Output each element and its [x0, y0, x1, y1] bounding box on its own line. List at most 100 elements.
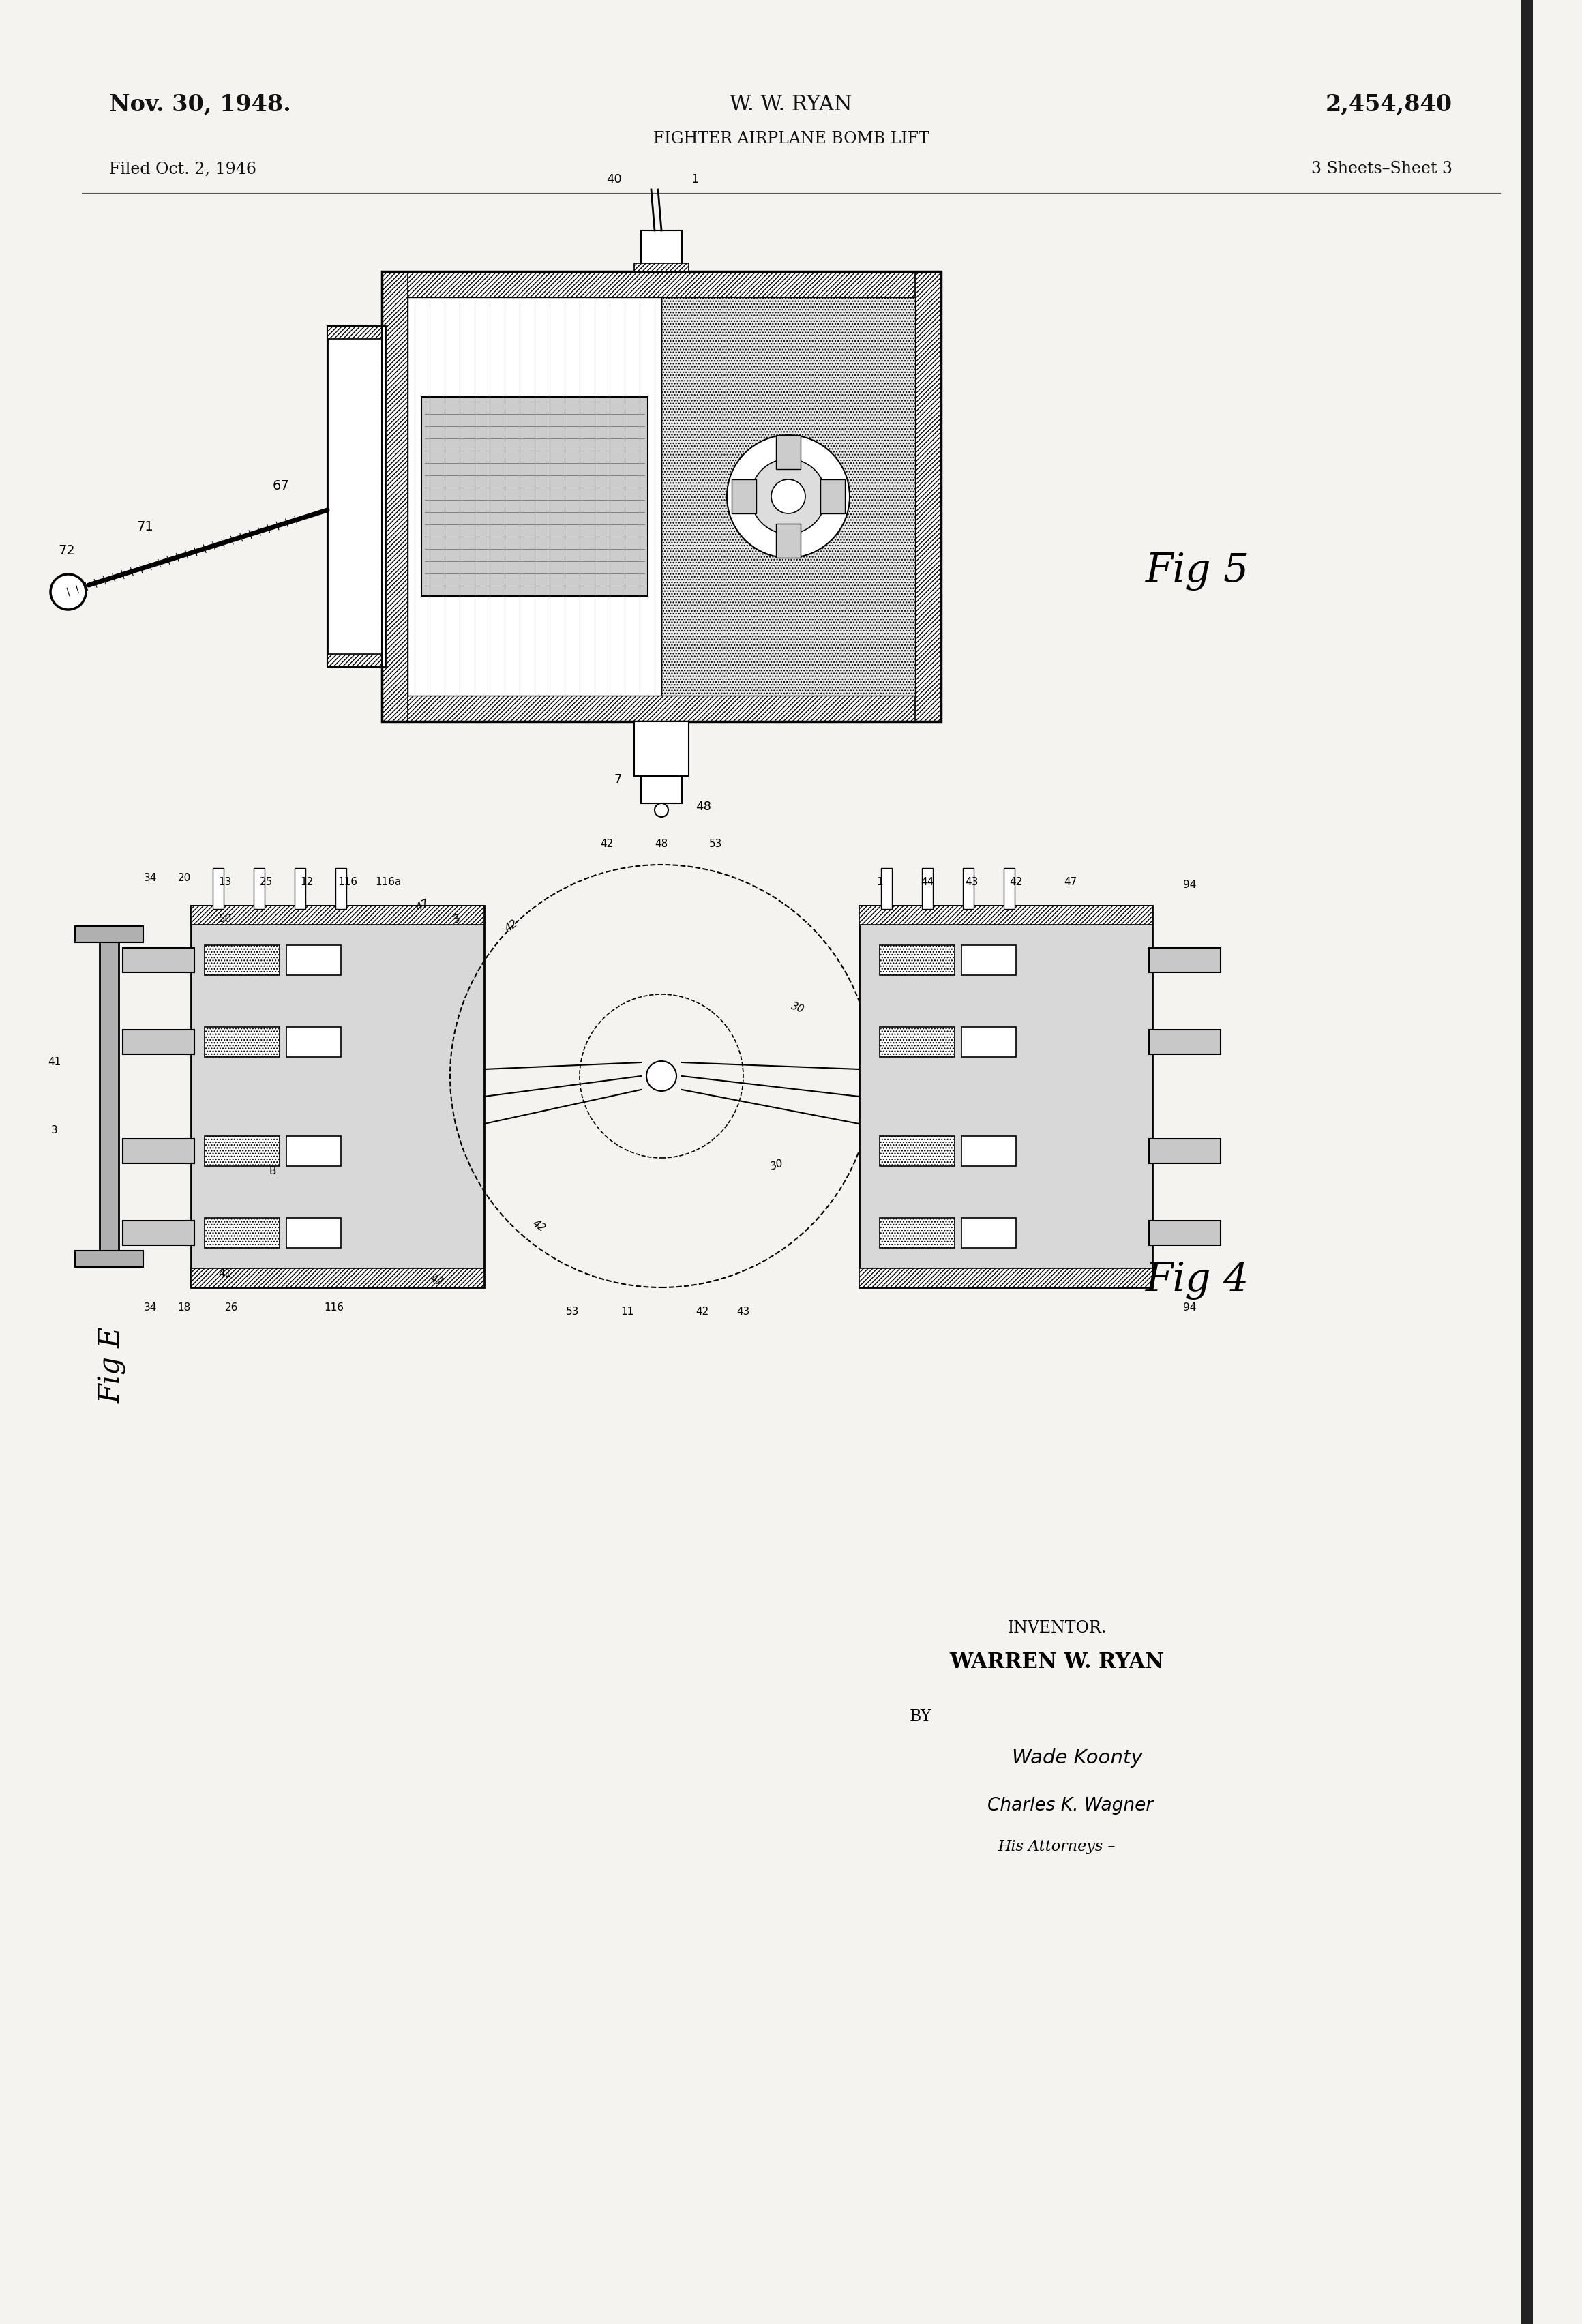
Text: 53: 53: [566, 1306, 579, 1315]
Text: 41: 41: [218, 1269, 231, 1278]
Text: 12: 12: [301, 876, 313, 888]
Text: 43: 43: [965, 876, 978, 888]
Text: 116: 116: [324, 1304, 343, 1313]
Text: Nov. 30, 1948.: Nov. 30, 1948.: [109, 93, 291, 116]
Bar: [962, 1218, 1016, 1248]
Text: 42: 42: [600, 839, 614, 848]
Bar: [634, 263, 688, 272]
Text: Fig 4: Fig 4: [1145, 1262, 1250, 1299]
Bar: [1149, 1139, 1221, 1164]
Text: B: B: [269, 1167, 277, 1176]
Text: 53: 53: [709, 839, 723, 848]
Text: 3: 3: [51, 1125, 59, 1136]
Text: 42: 42: [696, 1306, 709, 1315]
Text: His Attorneys –: His Attorneys –: [998, 1838, 1115, 1855]
Text: 3 Sheets–Sheet 3: 3 Sheets–Sheet 3: [1311, 160, 1452, 177]
Text: BY: BY: [910, 1708, 932, 1724]
Bar: [381, 272, 408, 720]
Text: FIGHTER AIRPLANE BOMB LIFT: FIGHTER AIRPLANE BOMB LIFT: [653, 130, 929, 146]
Text: 30: 30: [789, 1002, 805, 1016]
Bar: [962, 1027, 1016, 1057]
Bar: [100, 932, 119, 1260]
Circle shape: [772, 479, 805, 514]
Bar: [731, 479, 756, 514]
Text: 34: 34: [144, 874, 157, 883]
Text: W. W. RYAN: W. W. RYAN: [729, 93, 853, 114]
Bar: [641, 230, 682, 272]
Text: 72: 72: [59, 544, 74, 558]
Bar: [880, 1218, 954, 1248]
Bar: [777, 523, 800, 558]
Text: 42: 42: [503, 918, 520, 934]
Text: 116a: 116a: [375, 876, 402, 888]
Bar: [1003, 869, 1014, 909]
Bar: [286, 1027, 342, 1057]
Text: 48: 48: [655, 839, 668, 848]
Bar: [327, 325, 381, 667]
Bar: [191, 906, 484, 1287]
Text: 11: 11: [620, 1306, 634, 1315]
Bar: [74, 1250, 144, 1267]
Text: 47: 47: [414, 897, 430, 913]
Bar: [914, 272, 941, 720]
Text: 71: 71: [136, 521, 153, 532]
Circle shape: [726, 435, 850, 558]
Bar: [1149, 948, 1221, 971]
Bar: [1520, 0, 1533, 2324]
Bar: [204, 1027, 280, 1057]
Text: 1: 1: [691, 174, 699, 186]
Bar: [74, 925, 144, 944]
Text: 94: 94: [1183, 1304, 1196, 1313]
Bar: [1149, 1220, 1221, 1246]
Bar: [327, 325, 381, 339]
Bar: [421, 397, 647, 595]
Text: 47: 47: [1065, 876, 1077, 888]
Text: 30: 30: [769, 1157, 785, 1171]
Bar: [204, 946, 280, 976]
Bar: [1149, 1030, 1221, 1055]
Bar: [661, 297, 914, 695]
Text: 48: 48: [696, 799, 712, 813]
Bar: [286, 1136, 342, 1167]
Bar: [294, 869, 305, 909]
Text: 3: 3: [452, 913, 462, 925]
Bar: [253, 869, 264, 909]
Bar: [335, 869, 346, 909]
Text: 42: 42: [1009, 876, 1022, 888]
Bar: [641, 776, 682, 804]
Text: 26: 26: [225, 1304, 239, 1313]
Bar: [204, 1218, 280, 1248]
Text: Filed Oct. 2, 1946: Filed Oct. 2, 1946: [109, 160, 256, 177]
Bar: [777, 435, 800, 469]
Text: 43: 43: [737, 1306, 750, 1315]
Bar: [286, 1218, 342, 1248]
Text: 25: 25: [259, 876, 272, 888]
Circle shape: [647, 1062, 677, 1090]
Bar: [381, 695, 941, 720]
Bar: [859, 1269, 1152, 1287]
Text: 50: 50: [218, 913, 231, 925]
Bar: [880, 946, 954, 976]
Circle shape: [51, 574, 85, 609]
Text: 13: 13: [218, 876, 231, 888]
Bar: [881, 869, 892, 909]
Bar: [963, 869, 975, 909]
Bar: [327, 653, 381, 667]
Bar: [123, 1220, 195, 1246]
Bar: [922, 869, 933, 909]
Text: 41: 41: [47, 1057, 62, 1067]
Bar: [880, 1027, 954, 1057]
Text: 18: 18: [177, 1304, 191, 1313]
Bar: [381, 272, 941, 297]
Text: 34: 34: [144, 1304, 157, 1313]
Circle shape: [655, 804, 668, 818]
Text: WARREN W. RYAN: WARREN W. RYAN: [949, 1652, 1164, 1673]
Bar: [859, 906, 1152, 925]
Text: 116: 116: [339, 876, 358, 888]
Text: 42: 42: [530, 1218, 547, 1234]
Text: 20: 20: [177, 874, 191, 883]
Bar: [286, 946, 342, 976]
Text: 1: 1: [876, 876, 883, 888]
Bar: [204, 1136, 280, 1167]
Text: 7: 7: [614, 774, 622, 786]
